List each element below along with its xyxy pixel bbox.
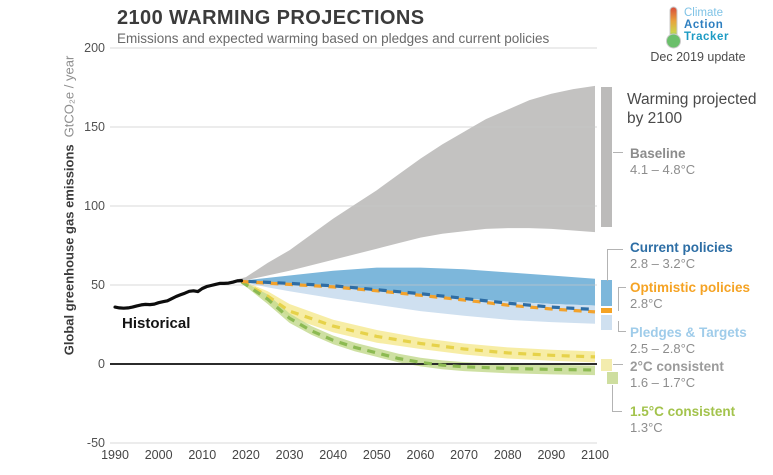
band-baseline [224, 85, 595, 283]
band-current-policies [241, 267, 595, 306]
historical-line [113, 279, 244, 310]
band-pledges-targets [241, 281, 595, 324]
line-optimistic-policies-line [241, 279, 596, 314]
band-one-five-deg-consistent [241, 280, 595, 376]
line-one-five-deg-line [240, 280, 596, 372]
band-two-deg-consistent [241, 280, 595, 363]
